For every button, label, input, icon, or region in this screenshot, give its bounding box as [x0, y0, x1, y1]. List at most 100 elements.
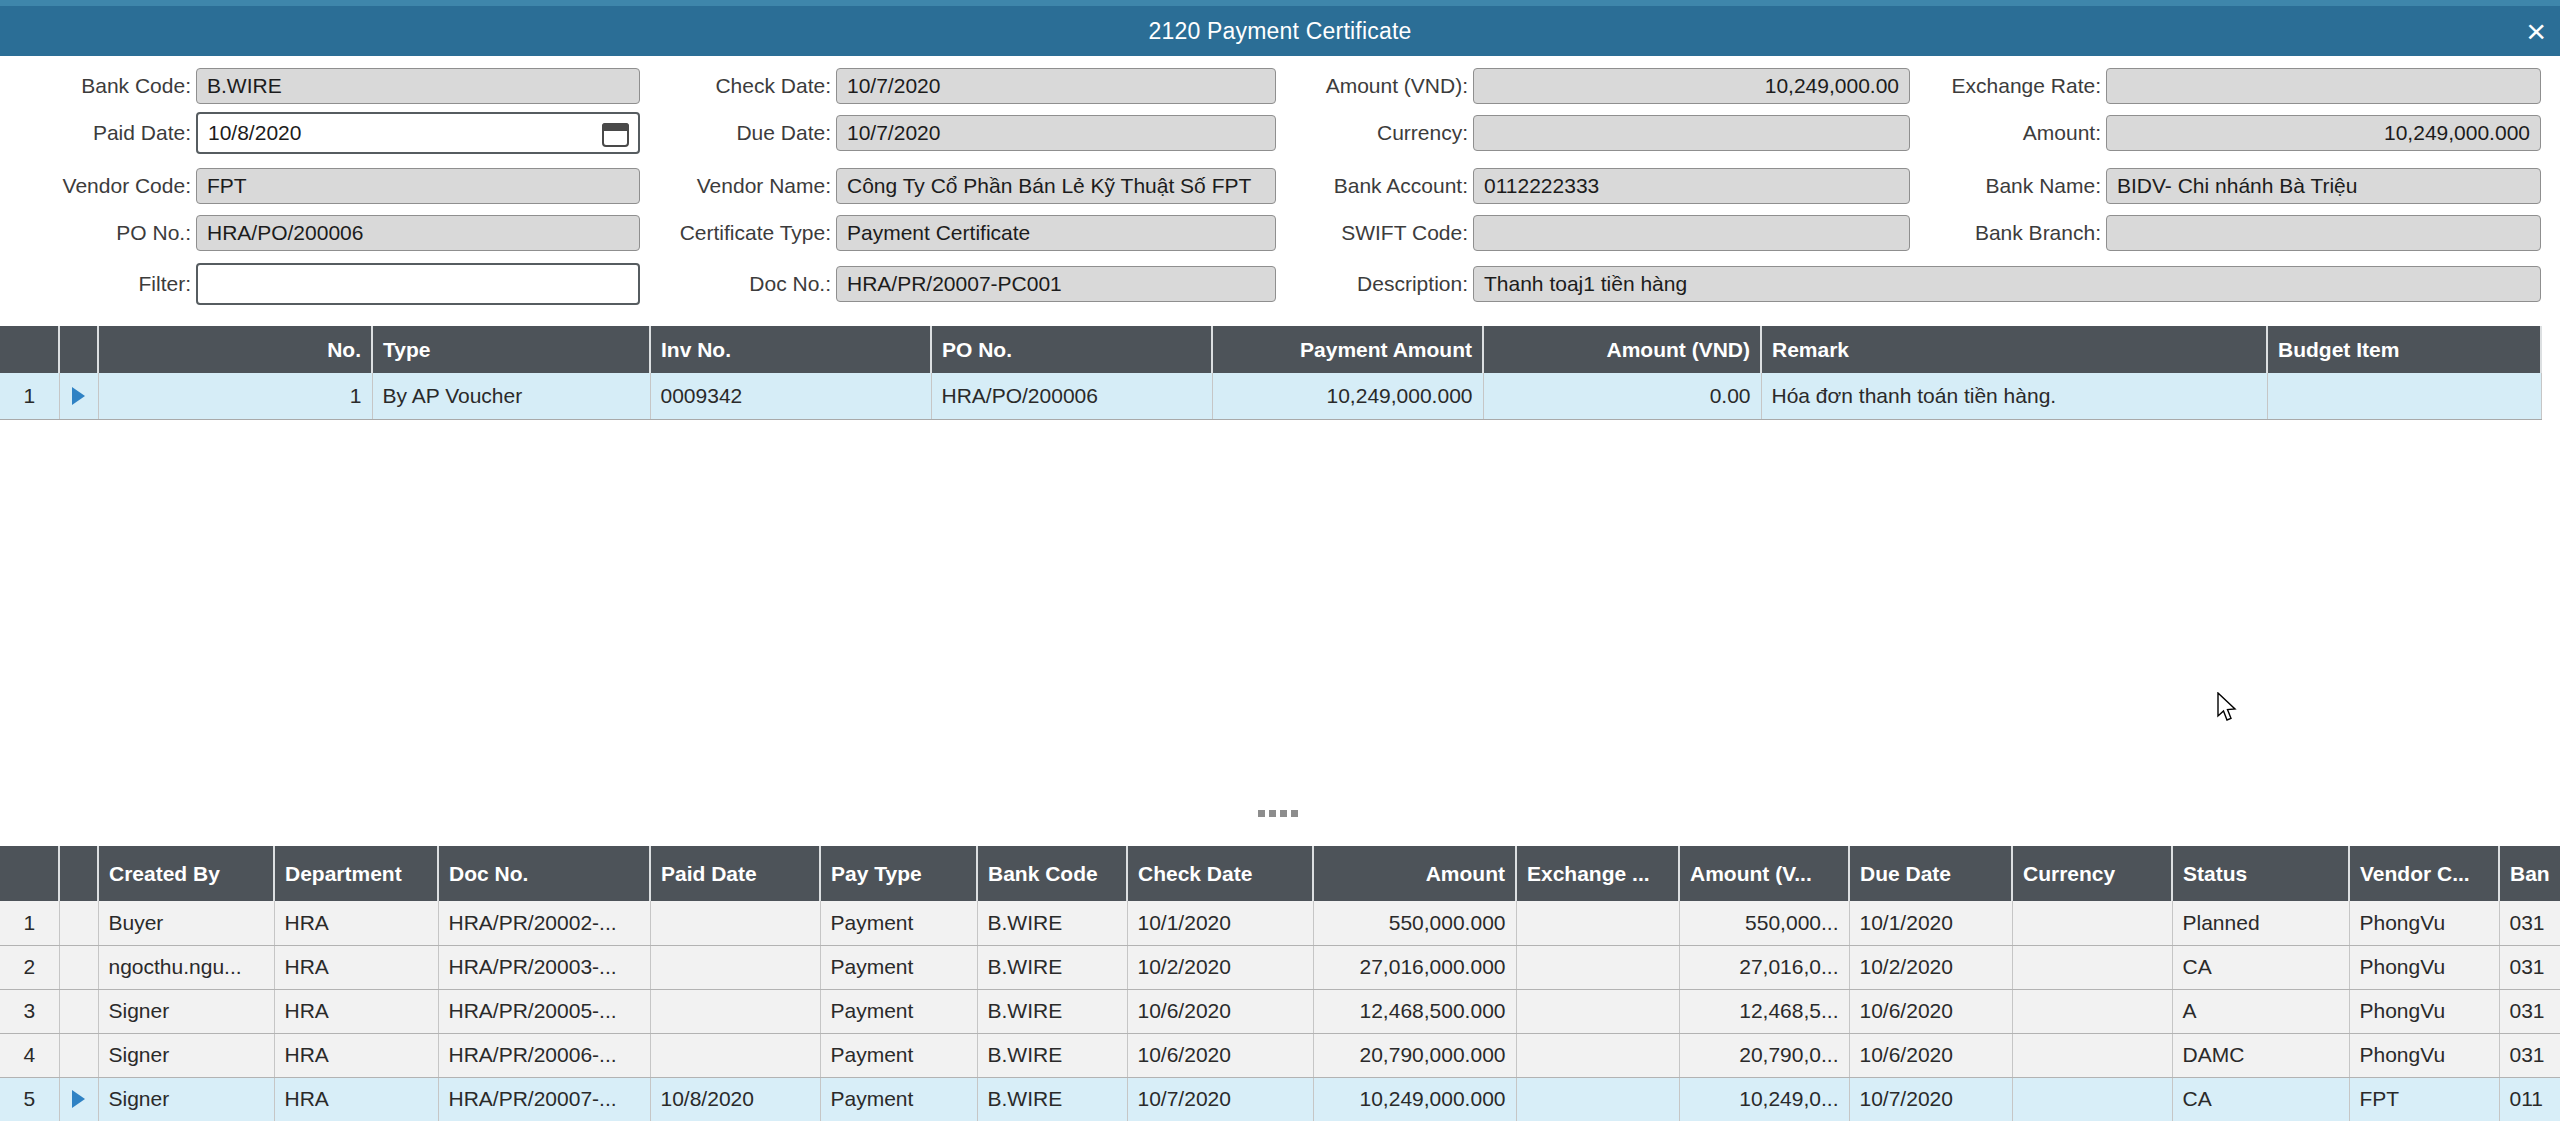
col-bank-account[interactable]: Ban	[2499, 846, 2560, 901]
cell[interactable]: HRA	[274, 901, 438, 945]
row-indicator-cell[interactable]	[59, 1033, 98, 1077]
cell[interactable]: B.WIRE	[977, 1077, 1127, 1121]
col-inv-no[interactable]: Inv No.	[650, 326, 931, 373]
cell[interactable]: PhongVu	[2349, 1033, 2499, 1077]
cell[interactable]: 10,249,0...	[1679, 1077, 1849, 1121]
cell[interactable]: HRA/PO/200006	[931, 373, 1212, 419]
cell[interactable]: B.WIRE	[977, 945, 1127, 989]
bank-name-input[interactable]: BIDV- Chi nhánh Bà Triệu	[2106, 168, 2541, 204]
cell[interactable]: CA	[2172, 1077, 2349, 1121]
cell[interactable]: PhongVu	[2349, 989, 2499, 1033]
cell[interactable]: Payment	[820, 1033, 977, 1077]
cell[interactable]: HRA	[274, 989, 438, 1033]
col-no[interactable]: No.	[98, 326, 372, 373]
col-amount[interactable]: Amount	[1313, 846, 1516, 901]
col-budget-item[interactable]: Budget Item	[2267, 326, 2541, 373]
cell[interactable]: B.WIRE	[977, 989, 1127, 1033]
cell[interactable]: 10,249,000.000	[1313, 1077, 1516, 1121]
cell[interactable]: Payment	[820, 945, 977, 989]
col-po-no[interactable]: PO No.	[931, 326, 1212, 373]
cell[interactable]: 031	[2499, 945, 2560, 989]
selected-row-arrow-icon[interactable]	[59, 373, 98, 419]
cell[interactable]: 10,249,000.000	[1212, 373, 1483, 419]
table-row[interactable]: 3SignerHRAHRA/PR/20005-...PaymentB.WIRE1…	[0, 989, 2560, 1033]
row-indicator-cell[interactable]	[59, 945, 98, 989]
cell[interactable]: 031	[2499, 989, 2560, 1033]
cell[interactable]: HRA	[274, 1033, 438, 1077]
cell[interactable]: HRA	[274, 1077, 438, 1121]
cell[interactable]: B.WIRE	[977, 1033, 1127, 1077]
row-number[interactable]: 2	[0, 945, 59, 989]
cell[interactable]: 10/6/2020	[1127, 989, 1313, 1033]
cell[interactable]: 10/7/2020	[1849, 1077, 2012, 1121]
cell[interactable]: Signer	[98, 1077, 274, 1121]
cell[interactable]: 0.00	[1483, 373, 1761, 419]
cell[interactable]	[2012, 901, 2172, 945]
cell[interactable]: 031	[2499, 1033, 2560, 1077]
col-doc-no[interactable]: Doc No.	[438, 846, 650, 901]
row-number[interactable]: 1	[0, 901, 59, 945]
exchange-rate-input[interactable]	[2106, 68, 2541, 104]
cell[interactable]	[650, 1033, 820, 1077]
col-vendor-code[interactable]: Vendor C...	[2349, 846, 2499, 901]
cell[interactable]: 10/2/2020	[1849, 945, 2012, 989]
cell[interactable]: A	[2172, 989, 2349, 1033]
cell[interactable]: Payment	[820, 989, 977, 1033]
col-type[interactable]: Type	[372, 326, 650, 373]
cell[interactable]: DAMC	[2172, 1033, 2349, 1077]
cell[interactable]	[1516, 1077, 1679, 1121]
cell[interactable]: 20,790,0...	[1679, 1033, 1849, 1077]
description-input[interactable]: Thanh toaj1 tiền hàng	[1473, 266, 2541, 302]
cell[interactable]: HRA	[274, 945, 438, 989]
cell[interactable]: Planned	[2172, 901, 2349, 945]
table-row[interactable]: 5SignerHRAHRA/PR/20007-...10/8/2020Payme…	[0, 1077, 2560, 1121]
cell[interactable]: 031	[2499, 901, 2560, 945]
cell[interactable]	[2267, 373, 2541, 419]
col-currency[interactable]: Currency	[2012, 846, 2172, 901]
row-indicator-cell[interactable]	[59, 989, 98, 1033]
cell[interactable]	[2012, 989, 2172, 1033]
cell[interactable]: 12,468,500.000	[1313, 989, 1516, 1033]
cell[interactable]: ngocthu.ngu...	[98, 945, 274, 989]
cell[interactable]: HRA/PR/20007-...	[438, 1077, 650, 1121]
col-exchange[interactable]: Exchange ...	[1516, 846, 1679, 901]
cell[interactable]: Hóa đơn thanh toán tiền hàng.	[1761, 373, 2267, 419]
cell[interactable]: Signer	[98, 989, 274, 1033]
cell[interactable]: HRA/PR/20002-...	[438, 901, 650, 945]
cell[interactable]: 011	[2499, 1077, 2560, 1121]
col-department[interactable]: Department	[274, 846, 438, 901]
cell[interactable]: HRA/PR/20005-...	[438, 989, 650, 1033]
cell[interactable]: 10/2/2020	[1127, 945, 1313, 989]
table-row[interactable]: 2ngocthu.ngu...HRAHRA/PR/20003-...Paymen…	[0, 945, 2560, 989]
cell[interactable]: 10/6/2020	[1127, 1033, 1313, 1077]
cell[interactable]: PhongVu	[2349, 901, 2499, 945]
cell[interactable]: 20,790,000.000	[1313, 1033, 1516, 1077]
amount-input[interactable]: 10,249,000.000	[2106, 115, 2541, 151]
col-check-date[interactable]: Check Date	[1127, 846, 1313, 901]
table-row[interactable]: 11By AP Voucher0009342HRA/PO/20000610,24…	[0, 373, 2541, 419]
cell[interactable]	[2012, 1033, 2172, 1077]
cell[interactable]: 550,000...	[1679, 901, 1849, 945]
cell[interactable]: B.WIRE	[977, 901, 1127, 945]
cell[interactable]	[650, 945, 820, 989]
table-row[interactable]: 4SignerHRAHRA/PR/20006-...PaymentB.WIRE1…	[0, 1033, 2560, 1077]
row-number[interactable]: 1	[0, 373, 59, 419]
cell[interactable]	[1516, 945, 1679, 989]
col-created-by[interactable]: Created By	[98, 846, 274, 901]
cell[interactable]: 10/8/2020	[650, 1077, 820, 1121]
col-due-date[interactable]: Due Date	[1849, 846, 2012, 901]
row-number[interactable]: 3	[0, 989, 59, 1033]
col-amount-vnd[interactable]: Amount (V...	[1679, 846, 1849, 901]
cell[interactable]: PhongVu	[2349, 945, 2499, 989]
cell[interactable]: FPT	[2349, 1077, 2499, 1121]
col-pay-type[interactable]: Pay Type	[820, 846, 977, 901]
cell[interactable]: Payment	[820, 901, 977, 945]
cell[interactable]: HRA/PR/20006-...	[438, 1033, 650, 1077]
cell[interactable]: 550,000.000	[1313, 901, 1516, 945]
cell[interactable]: Signer	[98, 1033, 274, 1077]
col-payment-amount[interactable]: Payment Amount	[1212, 326, 1483, 373]
col-status[interactable]: Status	[2172, 846, 2349, 901]
cell[interactable]: 10/6/2020	[1849, 989, 2012, 1033]
cell[interactable]	[1516, 1033, 1679, 1077]
col-bank-code[interactable]: Bank Code	[977, 846, 1127, 901]
